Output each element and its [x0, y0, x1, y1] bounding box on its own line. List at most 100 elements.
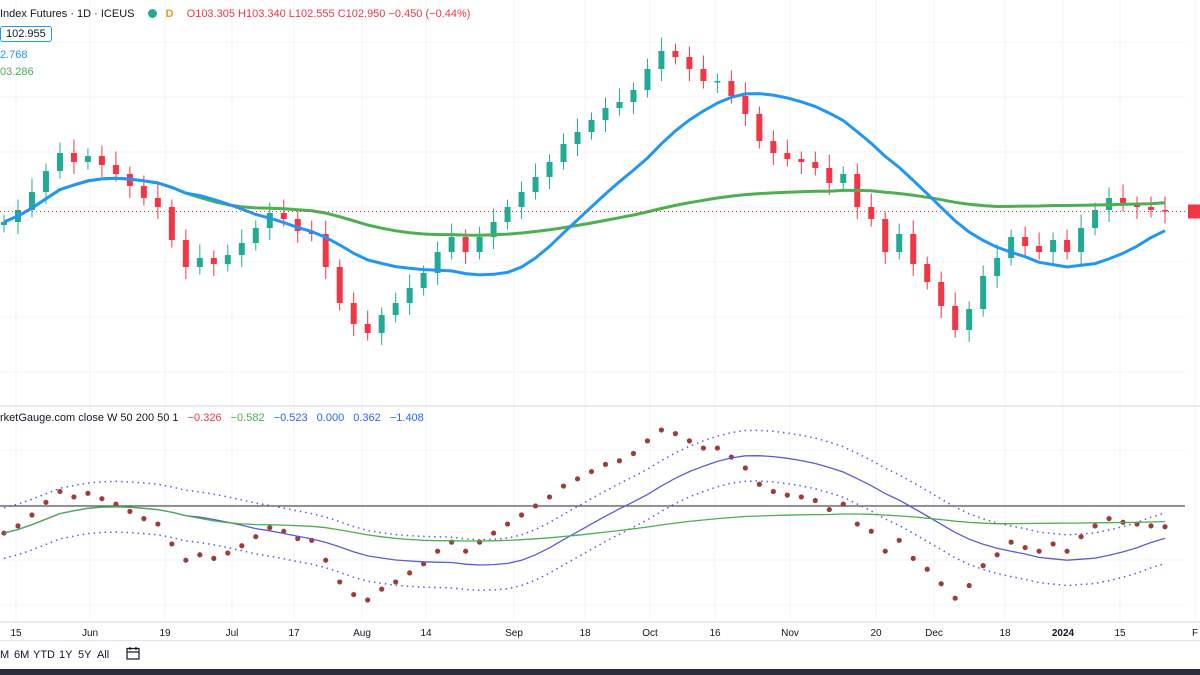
xaxis-label-3: Jul — [226, 628, 239, 639]
candle-body-38 — [532, 177, 539, 192]
last-price-marker — [1188, 204, 1200, 219]
price-box: 102.955 — [0, 26, 52, 42]
oscillator-dot-31 — [435, 548, 441, 554]
candle-body-2 — [28, 192, 35, 210]
oscillator-dot-48 — [672, 431, 679, 437]
candle-body-40 — [560, 144, 567, 162]
oscillator-dot-75 — [1050, 541, 1056, 547]
candle-body-10 — [140, 186, 147, 198]
chart-header: Index Futures · 1D · ICEUS D O103.305 H1… — [0, 8, 470, 20]
candle-body-37 — [518, 192, 525, 207]
candle-body-69 — [966, 309, 973, 330]
oscillator-dot-23 — [323, 557, 329, 563]
candle-body-27 — [378, 315, 385, 333]
lower-band-line — [3, 480, 1166, 592]
indicator-value-6: −1.408 — [389, 412, 424, 424]
candle-body-82 — [1148, 207, 1155, 210]
xaxis-label-14: 18 — [999, 628, 1011, 639]
oscillator-dot-79 — [1106, 516, 1112, 522]
indicator-name[interactable]: rketGauge.com close W 50 200 50 1 — [0, 412, 179, 424]
range-button-all[interactable]: All — [97, 649, 110, 661]
oscillator-dot-69 — [966, 582, 972, 589]
xaxis-label-15: 2024 — [1052, 628, 1075, 639]
oscillator-dot-15 — [211, 555, 217, 562]
candle-body-41 — [574, 132, 581, 144]
calendar-icon[interactable] — [126, 646, 140, 660]
oscillator-dot-82 — [1148, 523, 1154, 529]
candle-body-23 — [322, 234, 329, 267]
oscillator-dot-68 — [952, 595, 958, 601]
oscillator-slow-line — [3, 506, 1166, 542]
oscillator-dot-11 — [155, 521, 161, 527]
candle-body-63 — [882, 219, 889, 252]
oscillator-dot-41 — [574, 476, 581, 482]
candle-body-5 — [70, 153, 77, 162]
oscillator-dot-34 — [476, 539, 483, 545]
range-button-5y[interactable]: 5Y — [78, 649, 92, 661]
range-button-ytd[interactable]: YTD — [33, 649, 55, 661]
candle-body-48 — [672, 51, 679, 57]
xaxis-label-6: 14 — [420, 628, 432, 639]
oscillator-dot-5 — [71, 494, 77, 500]
candle-body-17 — [238, 243, 245, 255]
indicator-legend: rketGauge.com close W 50 200 50 1 −0.326… — [0, 412, 430, 424]
range-button-m[interactable]: M — [0, 649, 10, 661]
interval-badge: D — [165, 8, 174, 20]
candle-body-65 — [910, 234, 917, 264]
candle-body-78 — [1092, 210, 1099, 228]
oscillator-dot-38 — [532, 503, 539, 509]
upper-band-line — [3, 429, 1166, 541]
candle-body-43 — [602, 108, 609, 120]
indicator-value-4: 0.000 — [316, 412, 345, 424]
oscillator-dot-7 — [99, 496, 105, 502]
oscillator-dot-62 — [868, 528, 874, 534]
candle-body-72 — [1008, 237, 1015, 258]
oscillator-dot-43 — [602, 461, 609, 467]
candle-body-51 — [714, 81, 721, 83]
oscillator-dot-67 — [938, 581, 944, 587]
oscillator-dot-33 — [463, 548, 469, 554]
oscillator-dot-66 — [924, 566, 930, 572]
xaxis-label-7: Sep — [505, 628, 523, 639]
xaxis-label-16: 15 — [1114, 628, 1126, 639]
xaxis-label-1: Jun — [82, 628, 98, 639]
candle-body-30 — [420, 273, 427, 288]
bottom-toolbar — [0, 640, 1200, 671]
oscillator-dot-36 — [504, 521, 511, 527]
oscillator-dot-83 — [1162, 524, 1168, 530]
oscillator-dot-74 — [1036, 548, 1042, 554]
candle-body-81 — [1134, 204, 1141, 207]
oscillator-dot-24 — [337, 579, 343, 585]
oscillator-dot-72 — [1008, 539, 1014, 545]
xaxis-label-5: Aug — [353, 628, 371, 639]
oscillator-dot-70 — [980, 563, 986, 569]
oscillator-dot-3 — [43, 499, 49, 505]
xaxis-label-11: Nov — [781, 628, 799, 639]
oscillator-dot-17 — [239, 543, 245, 549]
symbol-title[interactable]: Index Futures · 1D · ICEUS — [0, 8, 135, 20]
oscillator-dot-44 — [616, 458, 623, 464]
range-button-1y[interactable]: 1Y — [59, 649, 73, 661]
oscillator-dot-77 — [1078, 534, 1084, 540]
oscillator-dot-20 — [281, 528, 287, 534]
oscillator-dot-61 — [854, 521, 860, 527]
candle-body-20 — [280, 213, 287, 219]
candle-body-35 — [490, 222, 497, 237]
xaxis-label-17: F — [1192, 628, 1198, 639]
oscillator-mean-line — [3, 455, 1166, 566]
oscillator-dot-45 — [630, 450, 637, 457]
xaxis-label-2: 19 — [159, 628, 171, 639]
candle-body-36 — [504, 207, 511, 222]
oscillator-dot-58 — [812, 497, 818, 504]
candle-body-14 — [196, 258, 203, 267]
ohlc-values: O103.305 H103.340 L102.555 C102.950 −0.4… — [186, 8, 471, 20]
candle-body-8 — [112, 165, 119, 174]
candle-body-54 — [756, 114, 763, 141]
candle-body-16 — [224, 255, 231, 264]
range-button-6m[interactable]: 6M — [14, 649, 30, 661]
ma50-value: 2.768 — [0, 49, 28, 61]
oscillator-dot-13 — [183, 557, 189, 563]
oscillator-dot-35 — [490, 530, 497, 536]
xaxis-label-0: 15 — [10, 628, 22, 639]
